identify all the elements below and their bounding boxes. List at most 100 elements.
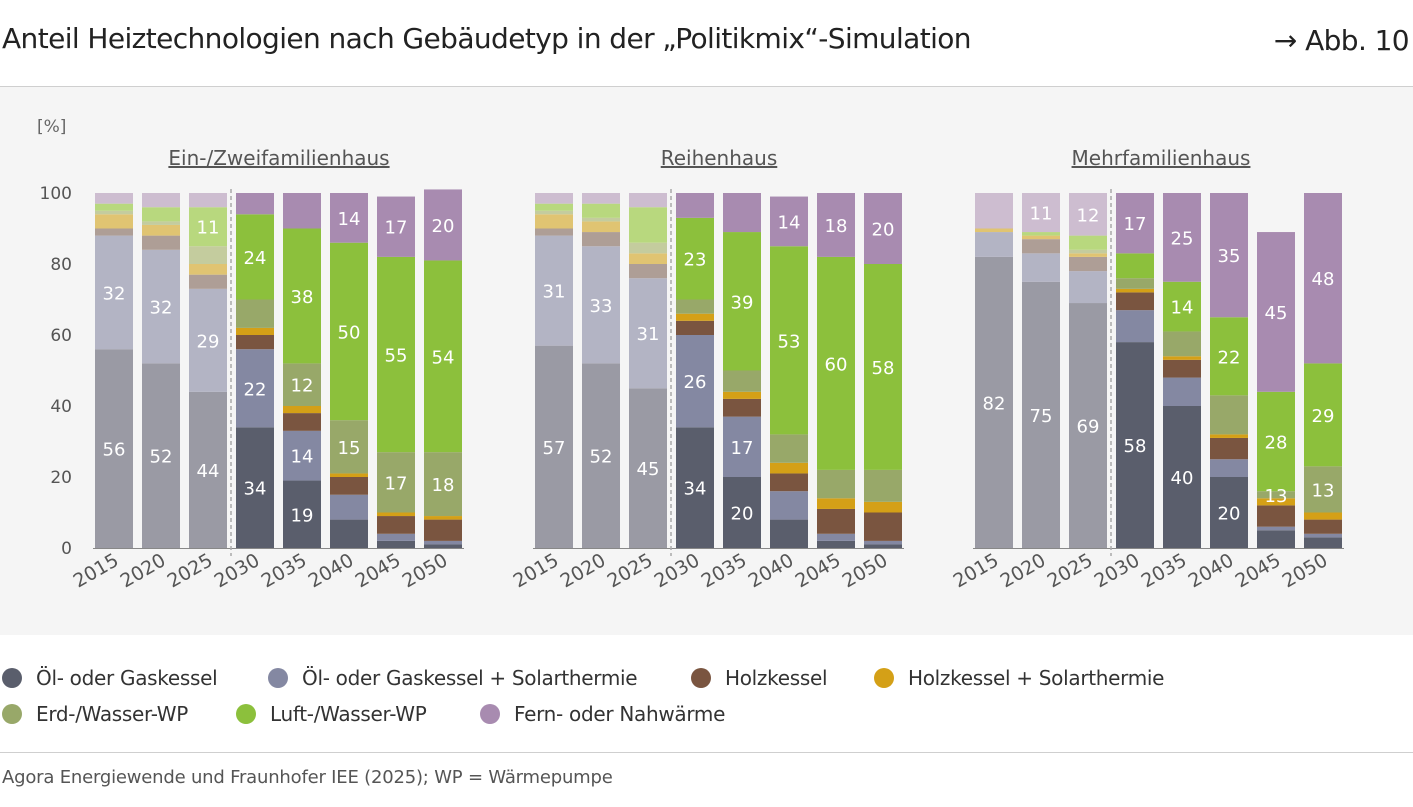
bar-segment (1210, 434, 1248, 438)
bar-segment (424, 260, 462, 453)
data-label: 18 (432, 475, 455, 496)
data-label: 58 (1124, 436, 1147, 457)
bar-segment (377, 533, 415, 541)
bar-segment (424, 452, 462, 517)
data-label: 25 (1171, 228, 1194, 249)
data-label: 14 (291, 447, 314, 468)
data-label: 40 (1171, 468, 1194, 489)
y-tick-label: 20 (50, 468, 72, 488)
legend-item-air-water-hp: Luft-/Wasser-WP (236, 700, 427, 728)
data-label: 13 (1312, 480, 1335, 501)
bar-segment (676, 299, 714, 314)
legend-item-oil-gas: Öl- oder Gaskessel (2, 664, 218, 692)
bar-segment (864, 193, 902, 264)
data-label: 48 (1312, 269, 1335, 290)
bar-segment (535, 214, 573, 229)
bar-segment (424, 519, 462, 541)
data-label: 33 (590, 296, 613, 317)
legend-swatch (874, 668, 894, 688)
x-tick-label: 2015 (70, 549, 123, 592)
x-tick-label: 2045 (352, 549, 405, 592)
legend-swatch (268, 668, 288, 688)
data-label: 31 (543, 282, 566, 303)
bar-segment (629, 264, 667, 279)
data-label: 82 (983, 393, 1006, 414)
bar-segment (236, 299, 274, 328)
bar-segment (236, 193, 274, 215)
data-label: 58 (872, 358, 895, 379)
bar-segment (95, 235, 133, 350)
bar-segment (676, 193, 714, 218)
bar-segment (95, 210, 133, 215)
bar-segment (582, 193, 620, 204)
data-label: 11 (197, 218, 220, 239)
bar-segment (330, 473, 368, 477)
bar-segment (723, 193, 761, 233)
data-label: 17 (385, 473, 408, 494)
bar-segment (975, 256, 1013, 548)
bar-segment (1257, 232, 1295, 392)
bar-segment (283, 406, 321, 414)
x-tick-label: 2045 (792, 549, 845, 592)
bar-segment (1257, 526, 1295, 531)
x-tick-label: 2020 (557, 549, 610, 592)
bar-segment (1210, 317, 1248, 396)
bar-segment (1116, 310, 1154, 343)
data-label: 17 (731, 438, 754, 459)
figure-reference: → Abb. 10 (1273, 24, 1410, 57)
bar-segment (723, 232, 761, 371)
x-tick-label: 2025 (1044, 549, 1097, 592)
bar-segment (283, 413, 321, 431)
data-label: 35 (1218, 246, 1241, 267)
bar-segment (723, 391, 761, 399)
bar-segment (1163, 356, 1201, 360)
bar-segment (676, 427, 714, 548)
bar-segment (770, 246, 808, 435)
data-label: 26 (684, 372, 707, 393)
data-label: 56 (103, 440, 126, 461)
x-tick-label: 2040 (745, 549, 798, 592)
x-tick-label: 2035 (698, 549, 751, 592)
bar-segment (1257, 530, 1295, 548)
header: Anteil Heiztechnologien nach Gebäudetyp … (0, 0, 1413, 87)
legend-item-oil-gas-solar: Öl- oder Gaskessel + Solarthermie (268, 664, 638, 692)
bar-segment (330, 477, 368, 495)
x-tick-label: 2035 (1138, 549, 1191, 592)
bar-segment (1069, 193, 1107, 236)
bar-segment (330, 519, 368, 548)
bar-segment (723, 370, 761, 392)
data-label: 34 (244, 479, 267, 500)
bar-segment (1022, 239, 1060, 254)
bar-segment (864, 544, 902, 548)
bar-segment (1069, 249, 1107, 254)
data-label: 11 (1030, 204, 1053, 225)
bar-segment (817, 256, 855, 470)
bar-segment (283, 480, 321, 548)
bar-segment (1304, 519, 1342, 534)
bar-segment (582, 217, 620, 222)
data-label: 22 (244, 379, 267, 400)
bar-segment (1257, 505, 1295, 527)
bar-segment (142, 207, 180, 222)
x-tick-label: 2030 (211, 549, 264, 592)
data-label: 14 (338, 209, 361, 230)
bar-segment (95, 214, 133, 229)
bar-segment (424, 189, 462, 261)
data-label: 24 (244, 248, 267, 269)
bar-segment (283, 363, 321, 406)
x-tick-label: 2050 (399, 549, 452, 592)
bar-segment (1116, 342, 1154, 548)
bar-segment (95, 203, 133, 211)
legend-label: Öl- oder Gaskessel + Solarthermie (302, 666, 638, 690)
bar-segment (975, 193, 1013, 229)
bar-segment (1116, 278, 1154, 289)
x-tick-label: 2040 (1185, 549, 1238, 592)
data-label: 23 (684, 250, 707, 271)
bar-segment (1116, 288, 1154, 293)
data-label: 17 (1124, 214, 1147, 235)
bar-segment (1210, 459, 1248, 477)
x-tick-label: 2030 (1091, 549, 1144, 592)
source-note: Agora Energiewende und Fraunhofer IEE (2… (2, 767, 613, 788)
legend-swatch (2, 704, 22, 724)
bar-segment (629, 207, 667, 243)
